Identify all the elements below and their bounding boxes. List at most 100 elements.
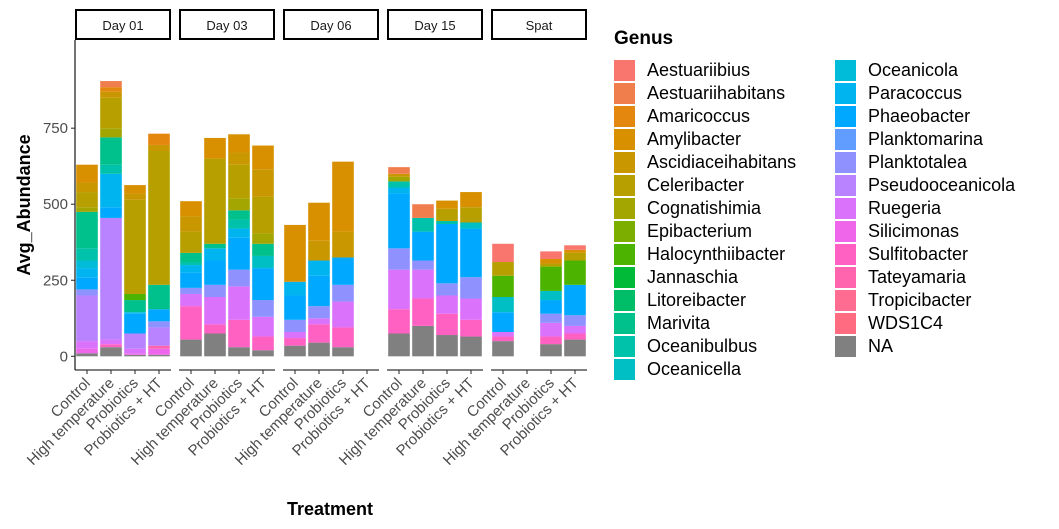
bar-segment [332,301,354,328]
bar-segment [76,182,98,193]
bar-segment [180,287,202,294]
legend-label: Litoreibacter [647,290,747,310]
legend-item: Oceanicella [614,358,741,381]
legend-label: Aestuariihabitans [647,83,786,103]
bar-segment [100,87,122,92]
legend-item: Halocynthiibacter [614,243,785,266]
bar-segment [180,293,202,307]
bar-segment [388,193,410,249]
bar-segment [492,336,514,342]
legend-label: Amaricoccus [647,106,751,126]
bar-stack [412,204,434,357]
legend-key [614,106,635,127]
bar-segment [492,341,514,357]
bar-segment [564,252,586,261]
bar-segment [228,319,250,348]
legend-label: Marivita [647,313,711,333]
bar-segment [436,295,458,314]
bar-segment [148,151,170,285]
legend-item: NA [835,335,893,358]
bar-segment [124,199,146,294]
legend-label: Silicimonas [868,221,960,241]
bar-segment [252,145,274,170]
bar-segment [412,204,434,218]
bar-segment [148,284,170,310]
legend-label: Paracoccus [868,83,963,103]
legend-item: Sulfitobacter [835,243,968,266]
bar-segment [252,196,274,234]
legend-key [835,175,856,196]
bar-segment [204,260,226,285]
legend-key [614,83,635,104]
legend-item: Ruegeria [835,197,941,220]
legend-key [835,198,856,219]
bar-segment [76,211,98,249]
facet-strip [283,9,379,40]
legend-key [614,290,635,311]
legend-item: Marivita [614,312,710,335]
bar-segment [564,249,586,253]
legend-label: WDS1C4 [868,313,944,333]
bar-stack [460,192,482,357]
bar-segment [228,164,250,199]
legend-label: Oceanibulbus [647,336,758,356]
bar-segment [332,327,354,348]
bar-segment [252,243,274,256]
bar-stack [204,137,226,357]
legend-label: Jannaschia [647,267,739,287]
bar-stack [76,164,98,357]
legend-key [614,313,635,334]
bar-segment [100,344,122,348]
facet-label: Day 01 [102,18,143,33]
bar-segment [124,300,146,313]
legend-label: Oceanicola [868,60,959,80]
bar-segment [204,324,226,334]
legend-label: Aestuariibius [647,60,751,80]
bar-segment [436,224,458,284]
bar-segment [76,268,98,278]
bar-segment [540,263,562,267]
bar-segment [564,333,586,340]
bar-segment [124,193,146,200]
bar-segment [460,207,482,223]
bar-segment [412,325,434,357]
bar-segment [308,260,330,276]
legend-label: Ruegeria [868,198,942,218]
bar-segment [228,152,250,165]
bar-segment [100,128,122,138]
bar-stack [284,224,306,357]
bar-segment [252,336,274,351]
bar-segment [100,217,122,340]
legend-label: Sulfitobacter [868,244,969,264]
bar-segment [540,313,562,323]
bar-segment [100,81,122,88]
bar-segment [284,319,306,332]
bar-segment [460,319,482,337]
bar-segment [460,192,482,208]
bar-segment [388,173,410,177]
bar-segment [76,248,98,261]
legend-label: Epibacterium [647,221,753,241]
bar-segment [436,220,458,225]
bar-segment [540,336,562,345]
legend-label: Ascidiaceihabitans [647,152,797,172]
legend-label: Tropicibacter [868,290,972,310]
bar-segment [124,313,146,334]
legend-item: Ascidiaceihabitans [614,151,796,174]
legend-label: Tateyamaria [868,267,967,287]
bar-segment [564,260,586,285]
bar-segment [492,297,514,313]
legend-item: Amaricoccus [614,105,750,128]
bar-segment [308,306,330,319]
legend-item: Oceanibulbus [614,335,757,358]
legend-item: Planktomarina [835,128,983,151]
bar-segment [76,353,98,357]
legend-label: Planktomarina [868,129,984,149]
bar-segment [148,348,170,355]
bar-segment [388,309,410,334]
bar-segment [284,345,306,357]
legend-key [614,198,635,219]
legend-item: Tropicibacter [835,289,971,312]
bar-segment [180,306,202,340]
